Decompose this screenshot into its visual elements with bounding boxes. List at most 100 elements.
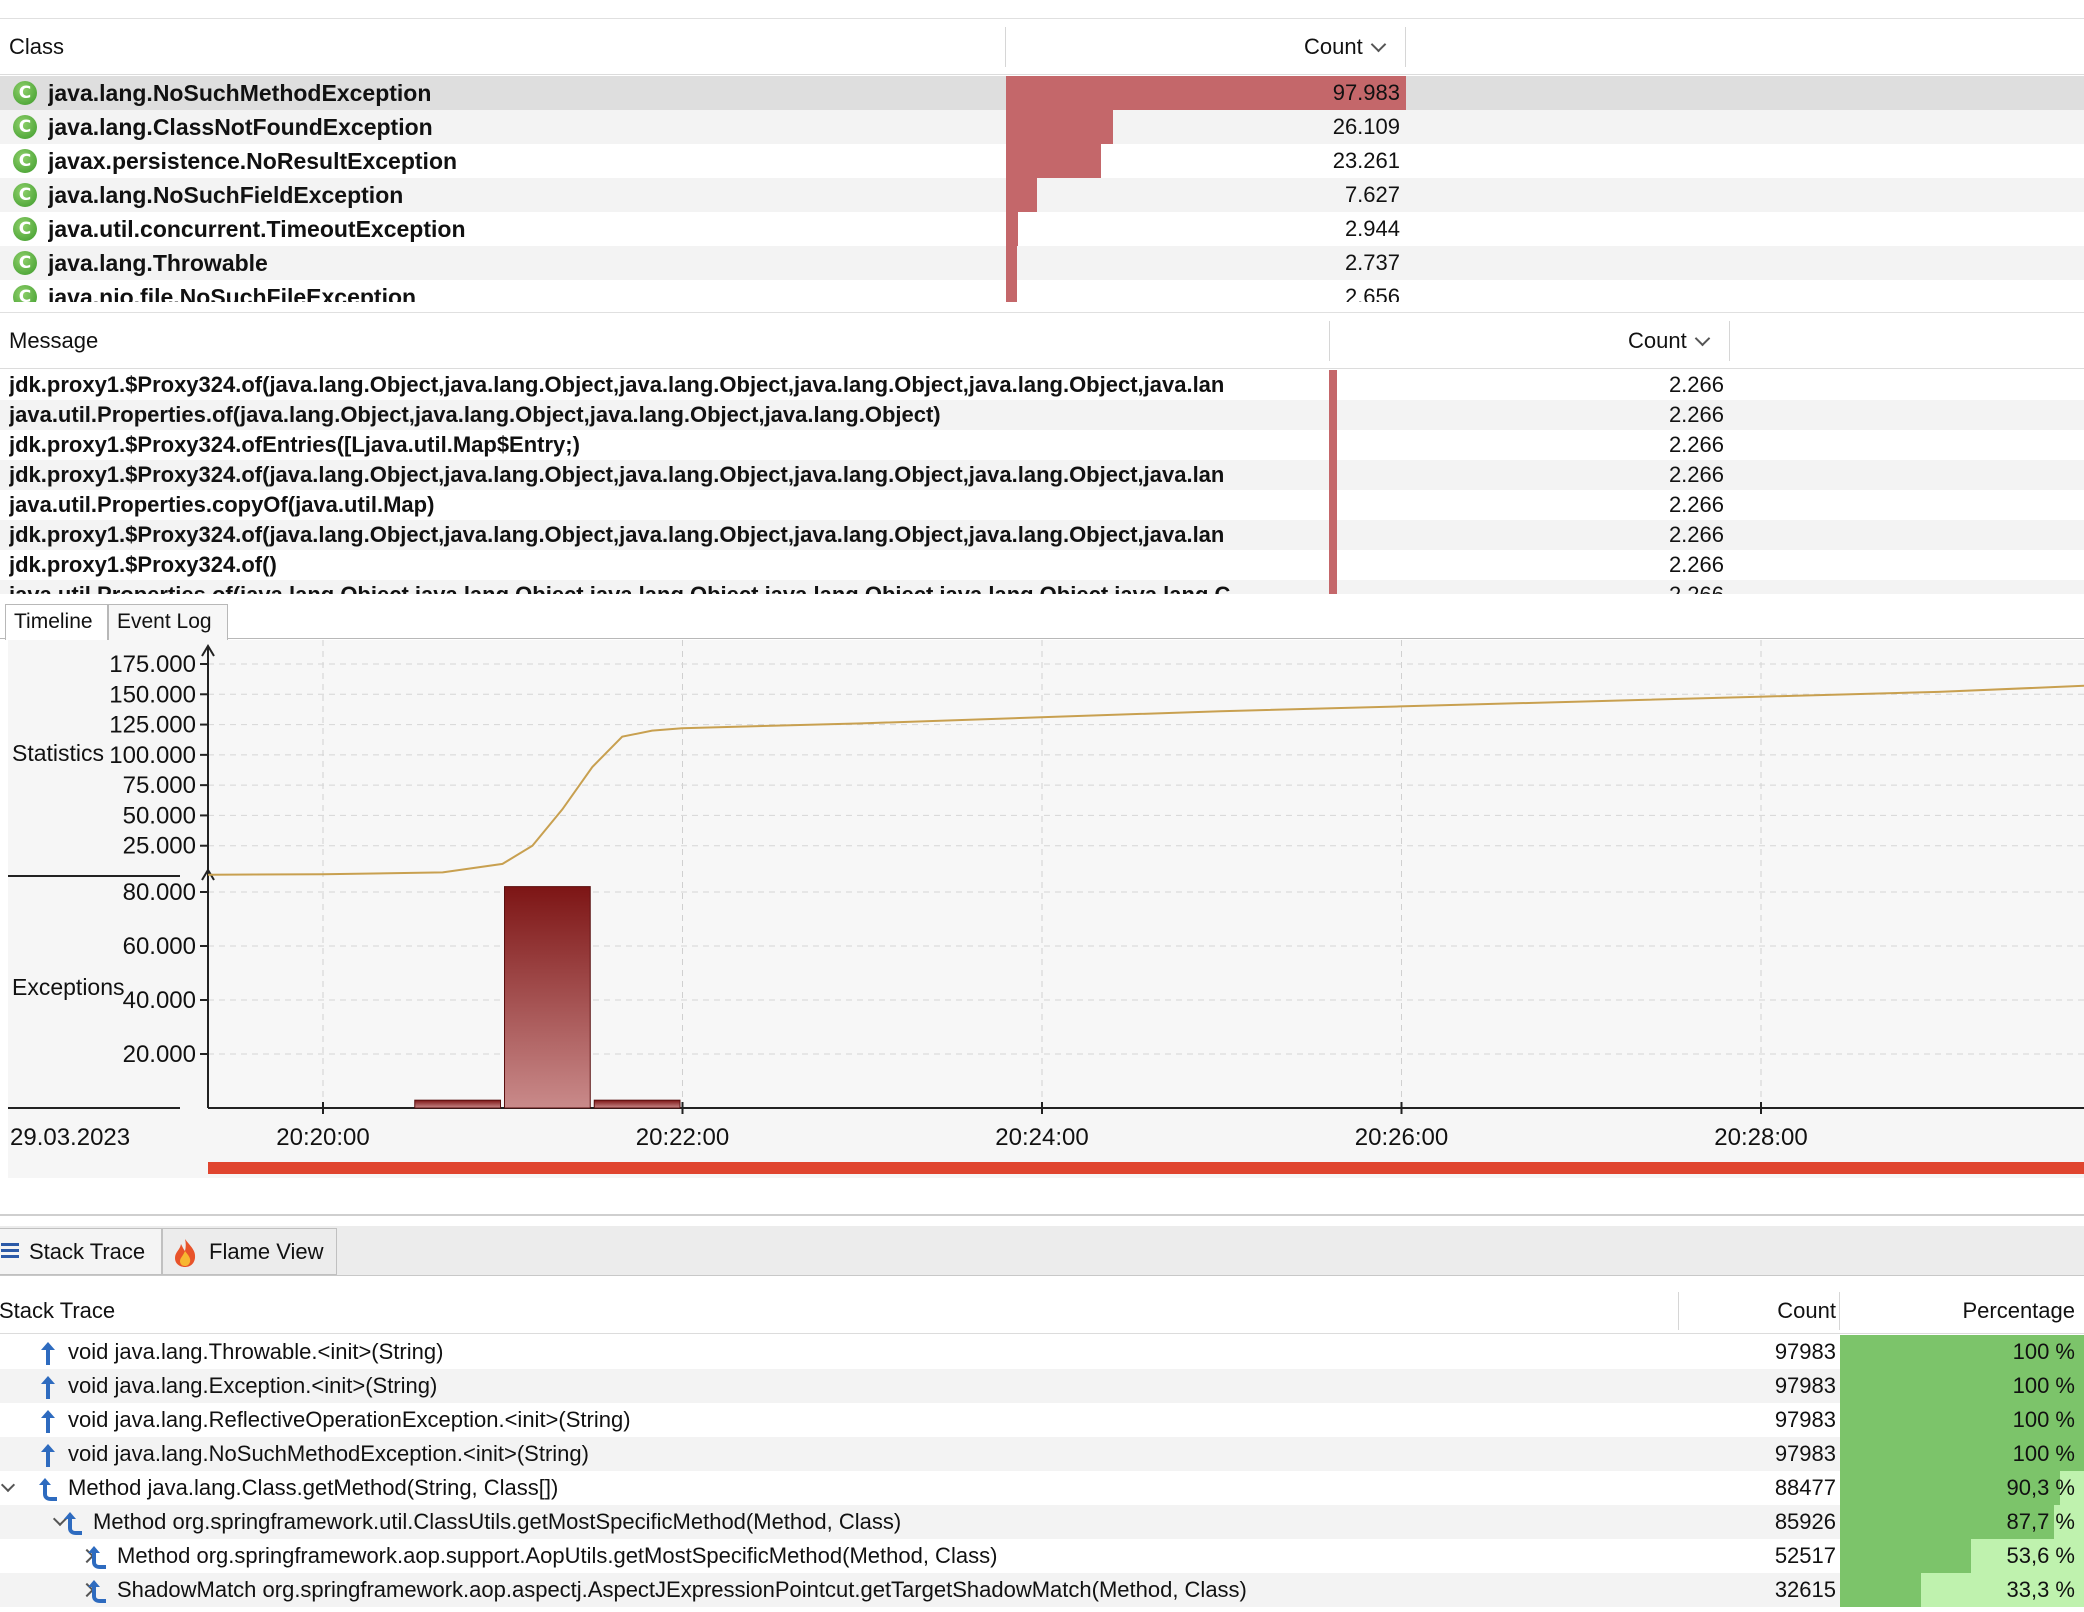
message-column-header[interactable]: Message [9, 328, 99, 353]
class-count: 7.627 [1344, 182, 1400, 207]
class-row[interactable]: java.lang.ClassNotFoundException 26.109 [0, 110, 2084, 144]
class-name: javax.persistence.NoResultException [48, 148, 458, 174]
stack-frame-percentage: 53,6 % [2006, 1543, 2076, 1568]
flame-icon [175, 1239, 196, 1267]
column-divider[interactable] [1405, 27, 1406, 67]
x-tick-label: 20:20:00 [276, 1124, 369, 1151]
class-count: 2.737 [1344, 250, 1400, 275]
stack-frame-count: 97983 [1774, 1339, 1836, 1364]
percentage-bar-fill [1840, 1403, 2084, 1437]
stack-row[interactable]: Method org.springframework.aop.support.A… [0, 1539, 2084, 1573]
message-table[interactable]: Message Count jdk.proxy1.$Proxy324.of(ja… [0, 312, 2084, 594]
message-row[interactable]: jdk.proxy1.$Proxy324.ofEntries([Ljava.ut… [0, 430, 2084, 460]
stack-frame-count: 88477 [1774, 1475, 1836, 1500]
stack-row[interactable]: void java.lang.Exception.<init>(String) 9… [0, 1369, 2084, 1403]
class-count: 2.656 [1344, 284, 1400, 302]
count-bar [1006, 76, 1406, 110]
stack-frame-percentage: 100 % [2012, 1339, 2075, 1364]
exception-bar [593, 1099, 681, 1109]
stack-trace-column-header[interactable]: Stack Trace [0, 1298, 116, 1323]
class-count: 23.261 [1332, 148, 1400, 173]
message-row[interactable]: jdk.proxy1.$Proxy324.of(java.lang.Object… [0, 520, 2084, 550]
message-row[interactable]: jdk.proxy1.$Proxy324.of(java.lang.Object… [0, 460, 2084, 490]
panel-splitter[interactable] [0, 1214, 2084, 1216]
message-count-column-header[interactable]: Count [1628, 313, 1710, 369]
message-row[interactable]: jdk.proxy1.$Proxy324.of(java.lang.Object… [0, 370, 2084, 400]
stack-frame-text: void java.lang.NoSuchMethodException.<in… [68, 1441, 589, 1466]
stack-frame-text: Method org.springframework.aop.support.A… [117, 1543, 998, 1568]
class-type-icon [13, 81, 37, 105]
exceptions-tick-label: 40.000 [123, 987, 196, 1014]
class-count: 97.983 [1332, 80, 1400, 105]
class-row[interactable]: java.util.concurrent.TimeoutException 2.9… [0, 212, 2084, 246]
statistics-grid [208, 663, 2084, 847]
call-up-arrow-icon [41, 1410, 55, 1433]
class-type-icon [13, 149, 37, 173]
class-row[interactable]: java.nio.file.NoSuchFileException 2.656 [0, 280, 2084, 302]
stack-row[interactable]: void java.lang.Throwable.<init>(String) 9… [0, 1335, 2084, 1369]
tab-stack-trace[interactable]: Stack Trace [0, 1228, 162, 1275]
class-row[interactable]: javax.persistence.NoResultException 23.26… [0, 144, 2084, 178]
message-count-bar [1329, 550, 1337, 580]
statistics-axis-label: Statistics [12, 740, 104, 766]
class-column-header[interactable]: Class [9, 34, 65, 59]
class-name: java.lang.ClassNotFoundException [48, 114, 433, 140]
count-bar [1006, 178, 1406, 212]
tab-timeline[interactable]: Timeline [5, 604, 108, 640]
stack-row[interactable]: void java.lang.ReflectiveOperationExcept… [0, 1403, 2084, 1437]
column-divider[interactable] [1839, 1292, 1840, 1330]
stack-row[interactable]: void java.lang.NoSuchMethodException.<in… [0, 1437, 2084, 1471]
class-name: java.lang.Throwable [48, 250, 268, 276]
stack-row[interactable] [0, 1607, 2084, 1612]
tab-baseline [0, 638, 2084, 639]
call-branch-arrow-icon [88, 1580, 106, 1603]
time-range-selector[interactable] [208, 1162, 2084, 1174]
plot-area [208, 640, 2084, 1108]
stack-count-column-header[interactable]: Count [1777, 1298, 1836, 1323]
x-tick-label: 20:26:00 [1355, 1124, 1448, 1151]
message-count: 2.266 [1668, 432, 1724, 457]
stack-row[interactable]: ShadowMatch org.springframework.aop.aspe… [0, 1573, 2084, 1607]
statistics-tick-label: 175.000 [109, 651, 196, 678]
x-axis-ticks: 20:20:00 20:22:00 20:24:00 20:26:00 20:28:00… [276, 1102, 1808, 1151]
message-row[interactable]: java.util.Properties.copyOf(java.util.Ma… [0, 490, 2084, 520]
collapse-chevron-icon[interactable] [0, 1471, 18, 1505]
statistics-tick-label: 125.000 [109, 712, 196, 739]
column-divider[interactable] [1005, 27, 1006, 67]
stack-row[interactable]: Method org.springframework.util.ClassUti… [0, 1505, 2084, 1539]
class-row[interactable]: java.lang.Throwable 2.737 [0, 246, 2084, 280]
count-bar [1006, 110, 1406, 144]
class-type-icon [13, 285, 37, 302]
timeline-svg: 175.000 150.000 125.000 100.000 75.000 50.000… [8, 640, 2084, 1174]
stack-row[interactable]: Method java.lang.Class.getMethod(String,… [0, 1471, 2084, 1505]
exceptions-tick-label: 20.000 [123, 1041, 196, 1068]
count-bar-fill [1006, 144, 1101, 178]
class-row[interactable]: java.lang.NoSuchMethodException 97.983 [0, 76, 2084, 110]
message-text: jdk.proxy1.$Proxy324.of() [9, 552, 277, 577]
class-table[interactable]: Class Count java.lang.NoSuchMethodExcept… [0, 18, 2084, 302]
class-row[interactable]: java.lang.NoSuchFieldException 7.627 [0, 178, 2084, 212]
statistics-tick-label: 100.000 [109, 742, 196, 769]
message-text: jdk.proxy1.$Proxy324.ofEntries([Ljava.ut… [9, 432, 580, 457]
exceptions-bars [414, 886, 681, 1109]
percentage-bar-fill [1840, 1505, 2054, 1539]
column-divider[interactable] [1678, 1292, 1679, 1330]
y-axis-arrow-icon [201, 644, 215, 657]
statistics-tick-label: 25.000 [123, 833, 196, 860]
message-row[interactable]: jdk.proxy1.$Proxy324.of() 2.266 [0, 550, 2084, 580]
percentage-column-header[interactable]: Percentage [1962, 1298, 2075, 1323]
call-branch-arrow-icon [64, 1512, 82, 1535]
column-divider[interactable] [1729, 321, 1730, 361]
count-column-header[interactable]: Count [1304, 19, 1386, 75]
percentage-bar-fill [1840, 1335, 2084, 1369]
column-divider[interactable] [1329, 321, 1330, 361]
tab-event-log[interactable]: Event Log [108, 604, 228, 640]
tab-flame-view[interactable]: Flame View [162, 1228, 337, 1275]
statistics-ticks: 175.000 150.000 125.000 100.000 75.000 50.000… [109, 651, 208, 860]
message-count-bar [1329, 520, 1337, 550]
timeline-chart[interactable]: 175.000 150.000 125.000 100.000 75.000 50.000… [8, 640, 2084, 1178]
message-row[interactable]: java.util.Properties.of(java.lang.Object… [0, 580, 2084, 594]
stack-trace-table[interactable]: Stack Trace Count Percentage void java.l… [0, 1288, 2084, 1612]
message-row[interactable]: java.util.Properties.of(java.lang.Object… [0, 400, 2084, 430]
